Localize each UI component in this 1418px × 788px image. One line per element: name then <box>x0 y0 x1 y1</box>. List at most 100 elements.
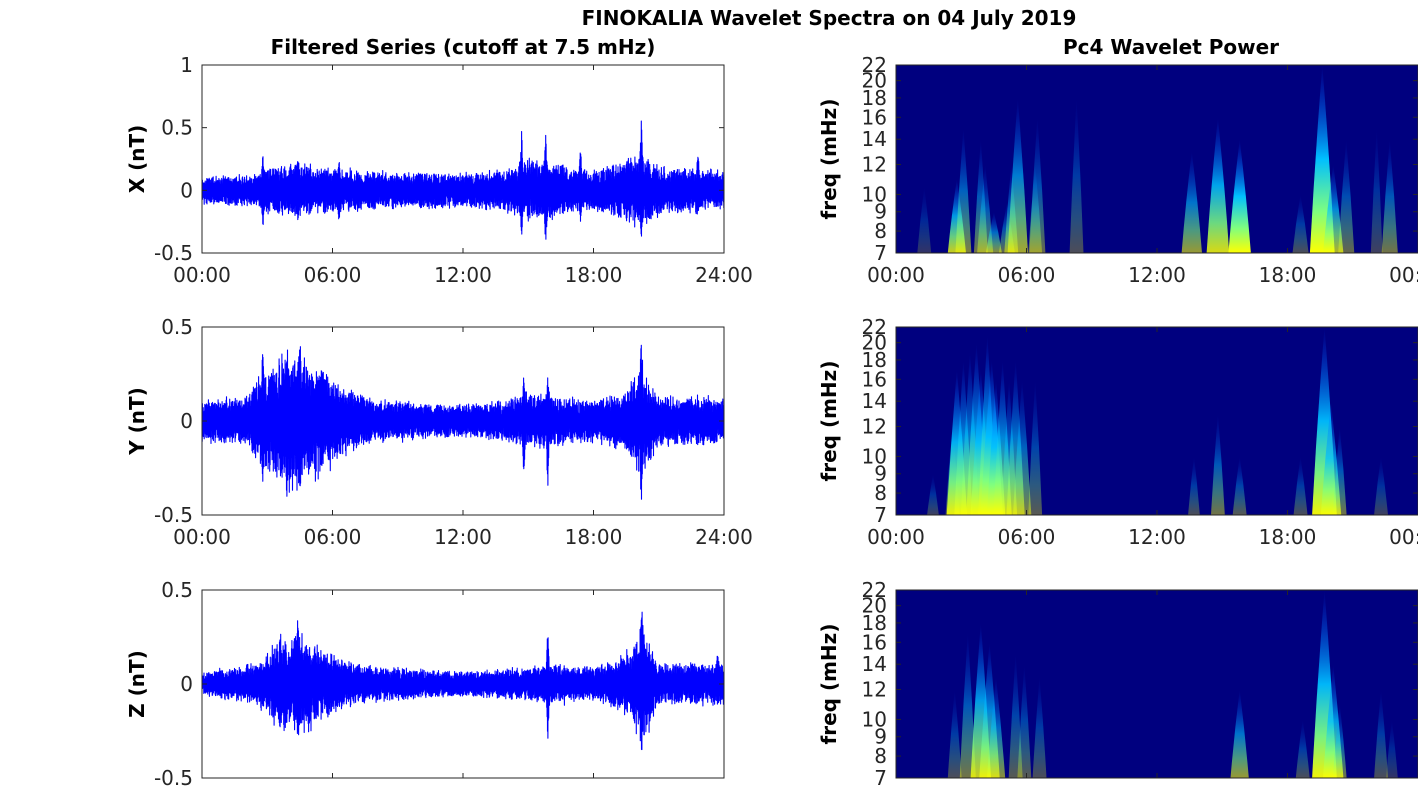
x-wavelet-ytick-label: 14 <box>862 127 887 151</box>
y-wavelet-ytick-label: 14 <box>862 389 887 413</box>
x-wavelet-ytick-label: 9 <box>874 200 887 224</box>
x-series-xtick-label: 00:00 <box>173 263 231 287</box>
x-wavelet-ytick-label: 7 <box>874 241 887 265</box>
z-series-panel: Z (nT) -0.5 0 0.5 <box>125 578 725 788</box>
x-wavelet-xtick-label: 00:00 <box>1389 263 1418 287</box>
y-wavelet-xtick-label: 06:00 <box>998 525 1056 549</box>
x-wavelet-ticks: 00:0006:0012:0018:0000:00789101214161820… <box>862 53 1418 287</box>
y-series-ytick-label: 0.5 <box>161 315 193 339</box>
z-wavelet-burst <box>1386 719 1398 778</box>
x-wavelet-burst <box>1381 139 1398 253</box>
y-wavelet-xtick-label: 18:00 <box>1259 525 1317 549</box>
z-wavelet-ytick-label: 10 <box>862 707 887 731</box>
y-series-ytick-label: 0 <box>180 409 193 433</box>
y-wavelet-ytick-label: 7 <box>874 503 887 527</box>
x-wavelet-ytick-label: 8 <box>874 219 887 243</box>
x-wavelet-burst <box>1370 127 1383 253</box>
y-wavelet-burst <box>1232 456 1247 515</box>
right-column-title: Pc4 Wavelet Power <box>1063 35 1279 59</box>
z-wavelet-burst <box>1374 689 1388 778</box>
y-wavelet-ytick-label: 12 <box>862 415 887 439</box>
y-wavelet-burst <box>1188 456 1200 515</box>
x-wavelet-ytick-label: 16 <box>862 105 887 129</box>
z-wavelet-burst <box>986 676 1006 778</box>
x-series-xtick-label: 18:00 <box>565 263 623 287</box>
x-wavelet-burst <box>955 127 972 253</box>
y-wavelet-ticks: 00:0006:0012:0018:0000:00789101214161820… <box>862 315 1418 549</box>
y-series-xtick-label: 06:00 <box>304 525 362 549</box>
x-wavelet-burst <box>1007 97 1028 253</box>
z-wavelet-burst <box>959 632 976 778</box>
x-series-ytick-label: 1 <box>180 53 193 77</box>
z-wavelet-ytick-label: 22 <box>862 578 887 602</box>
x-series-ytick-label: 0 <box>180 178 193 202</box>
y-wavelet-heatmap <box>927 327 1388 515</box>
z-wavelet-ytick-label: 18 <box>862 611 887 635</box>
left-column-title: Filtered Series (cutoff at 7.5 mHz) <box>271 35 656 59</box>
x-wavelet-ytick-label: 22 <box>862 53 887 77</box>
y-wavelet-ytick-label: 9 <box>874 462 887 486</box>
z-wavelet-ytick-label: 14 <box>862 652 887 676</box>
y-series-ylabel: Y (nT) <box>125 387 149 456</box>
y-series-xtick-label: 18:00 <box>565 525 623 549</box>
x-wavelet-ytick-label: 10 <box>862 182 887 206</box>
z-series-line <box>202 611 724 751</box>
x-wavelet-burst <box>1206 117 1230 253</box>
y-wavelet-ytick-label: 16 <box>862 367 887 391</box>
z-wavelet-burst <box>1295 719 1310 778</box>
x-wavelet-xtick-label: 00:00 <box>867 263 925 287</box>
z-series-ticks: -0.5 0 0.5 <box>154 578 725 788</box>
y-wavelet-xtick-label: 00:00 <box>1389 525 1418 549</box>
x-series-xtick-label: 12:00 <box>434 263 492 287</box>
x-wavelet-burst <box>1292 194 1309 253</box>
y-wavelet-ytick-label: 22 <box>862 315 887 339</box>
x-series-line <box>202 120 724 240</box>
y-series-panel: Y (nT) 00:00 06:00 12:00 18:00 24:00 -0.5 0 0.5 <box>125 315 753 549</box>
z-series-trace <box>202 611 724 751</box>
x-series-ylabel: X (nT) <box>125 125 149 194</box>
y-wavelet-burst <box>1332 426 1347 515</box>
x-wavelet-burst <box>1181 151 1202 253</box>
z-series-ytick-label: -0.5 <box>154 766 193 788</box>
x-wavelet-panel: freq (mHz) 00:0006:0012:0018:0000:007891… <box>817 53 1418 287</box>
x-wavelet-heatmap <box>917 65 1398 253</box>
z-wavelet-burst <box>1032 676 1047 778</box>
z-series-ytick-label: 0.5 <box>161 578 193 602</box>
x-wavelet-burst <box>1029 117 1046 253</box>
z-wavelet-burst <box>1017 664 1032 778</box>
x-wavelet-ytick-label: 18 <box>862 86 887 110</box>
z-wavelet-ytick-label: 16 <box>862 630 887 654</box>
x-wavelet-burst <box>917 186 932 253</box>
x-series-ytick-label: -0.5 <box>154 241 193 265</box>
y-wavelet-xtick-label: 12:00 <box>1128 525 1186 549</box>
x-wavelet-xtick-label: 06:00 <box>998 263 1056 287</box>
z-wavelet-burst <box>947 689 962 778</box>
z-series-ylabel: Z (nT) <box>125 650 149 718</box>
x-wavelet-xtick-label: 12:00 <box>1128 263 1186 287</box>
y-wavelet-xtick-label: 00:00 <box>867 525 925 549</box>
x-series-xtick-label: 24:00 <box>695 263 753 287</box>
figure-title: FINOKALIA Wavelet Spectra on 04 July 201… <box>582 6 1077 30</box>
y-series-ticks: 00:00 06:00 12:00 18:00 24:00 -0.5 0 0.5 <box>154 315 753 549</box>
z-wavelet-burst <box>1230 689 1249 778</box>
y-wavelet-burst <box>1028 379 1043 515</box>
y-series-xtick-label: 00:00 <box>173 525 231 549</box>
y-wavelet-burst <box>927 473 939 515</box>
y-wavelet-ytick-label: 18 <box>862 348 887 372</box>
y-wavelet-burst <box>1293 456 1308 515</box>
z-wavelet-ytick-label: 7 <box>874 766 887 788</box>
z-wavelet-ytick-label: 9 <box>874 725 887 749</box>
y-wavelet-burst <box>1211 413 1225 515</box>
y-series-xtick-label: 12:00 <box>434 525 492 549</box>
x-series-trace <box>202 120 724 240</box>
y-wavelet-ytick-label: 8 <box>874 481 887 505</box>
z-series-ytick-label: 0 <box>180 672 193 696</box>
x-wavelet-burst <box>1323 164 1344 253</box>
y-series-xtick-label: 24:00 <box>695 525 753 549</box>
y-series-trace <box>202 344 724 500</box>
z-wavelet-ytick-label: 12 <box>862 678 887 702</box>
y-wavelet-burst <box>1374 456 1388 515</box>
